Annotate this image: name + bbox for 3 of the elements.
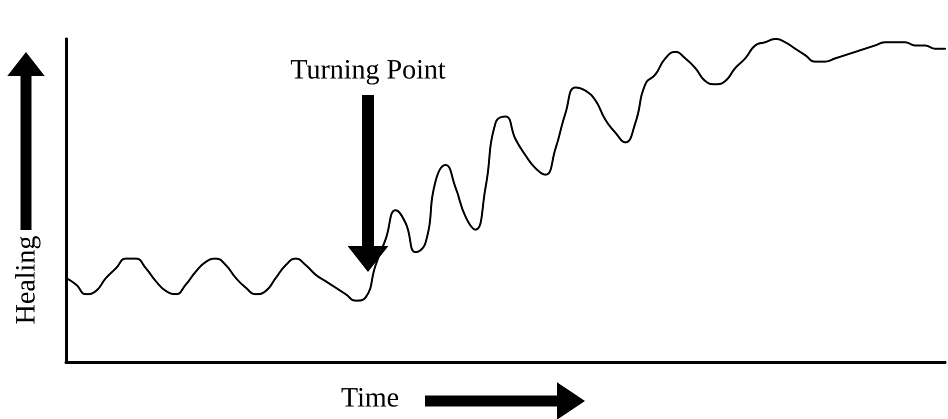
annotation: Turning Point: [290, 54, 446, 86]
y-axis-title: Healing: [10, 236, 42, 324]
x-axis-title: Time: [340, 382, 400, 414]
